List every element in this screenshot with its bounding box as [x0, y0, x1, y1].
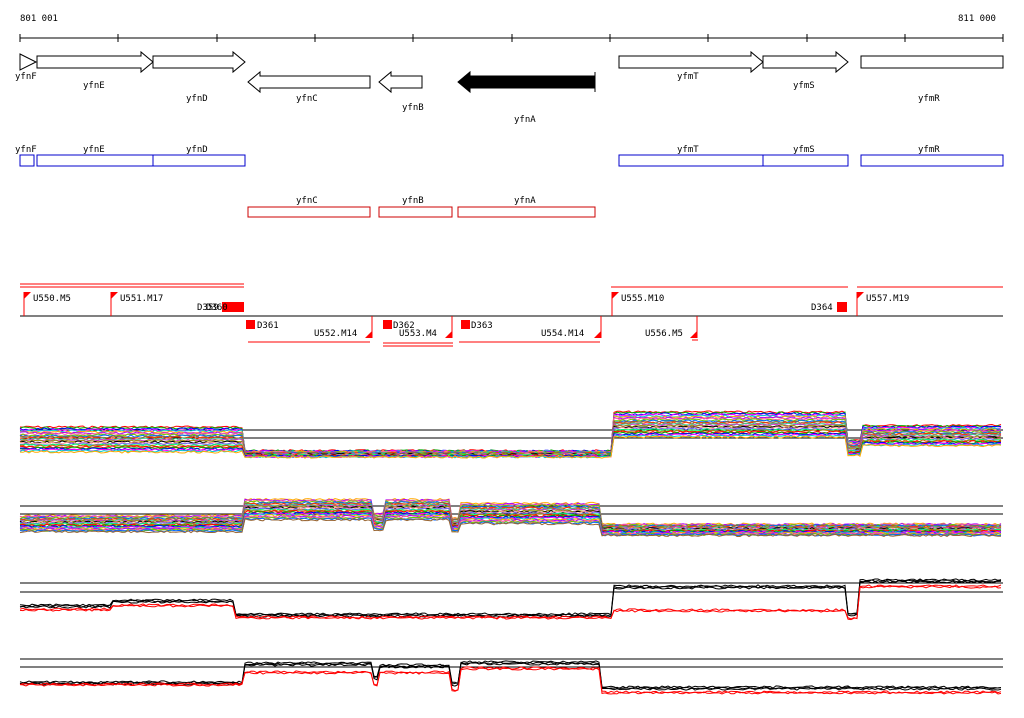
expression-trace: [19, 585, 1002, 621]
segment-label-U553: U553.M4: [399, 329, 437, 339]
segment-label-U552: U552.M14: [314, 329, 357, 339]
expression-trace: [19, 507, 1002, 532]
expression-trace: [19, 435, 1002, 459]
gene-arrow-yfnC[interactable]: [247, 70, 371, 94]
segment-label-U550: U550.M5: [33, 294, 71, 304]
gene-label-yfmT: yfmT: [677, 72, 699, 82]
expression-reference-lines: [20, 429, 1003, 668]
segment-label-U551: U551.M17: [120, 294, 163, 304]
plus-track-label-yfmS: yfmS: [793, 145, 815, 155]
gene-label-yfnF: yfnF: [15, 72, 37, 82]
expression-trace: [19, 499, 1001, 527]
gene-arrow-yfnA[interactable]: [457, 70, 596, 94]
expression-trace: [19, 516, 1002, 537]
expression-trace: [19, 660, 1002, 689]
segment-label-U556: U556.M5: [645, 329, 683, 339]
position-ruler: [19, 34, 1004, 42]
minus-track-label-yfnC: yfnC: [296, 196, 318, 206]
expression-trace: [19, 424, 1002, 457]
gene-arrow-yfmT[interactable]: [618, 50, 764, 74]
expression-trace: [19, 512, 1002, 534]
expression-trace: [19, 430, 1002, 458]
segment-label-U554: U554.M14: [541, 329, 584, 339]
gene-label-yfmS: yfmS: [793, 81, 815, 91]
expression-trace: [19, 518, 1002, 538]
minus-track-label-yfnA: yfnA: [514, 196, 536, 206]
segment-label-U555: U555.M10: [621, 294, 664, 304]
gene-arrow-yfnE[interactable]: [36, 50, 154, 74]
coord-end-label: 811 000: [958, 14, 996, 24]
gene-label-yfnD: yfnD: [186, 94, 208, 104]
plus-track-label-yfmR: yfmR: [918, 145, 940, 155]
expression-trace: [19, 514, 1002, 535]
gene-arrow-yfmR[interactable]: [860, 55, 1004, 69]
gene-label-yfnA: yfnA: [514, 115, 536, 125]
downshift-label-D363: D363: [471, 321, 493, 331]
gene-arrow-yfmS[interactable]: [762, 50, 849, 74]
gene-label-yfnC: yfnC: [296, 94, 318, 104]
segment-label-U557: U557.M19: [866, 294, 909, 304]
gene-arrow-yfnD[interactable]: [152, 50, 246, 74]
plus-strand-summary-panel: [19, 578, 1002, 621]
gene-label-yfnB: yfnB: [402, 103, 424, 113]
minus-strand-summary-panel: [19, 660, 1002, 695]
expression-trace: [19, 584, 1002, 620]
plus-track-label-yfnD: yfnD: [186, 145, 208, 155]
downshift-label-D359: D359: [197, 303, 219, 313]
expression-trace: [19, 578, 1002, 616]
expression-trace: [19, 500, 1002, 528]
minus-strand-annotation-track: [247, 206, 596, 218]
expression-trace: [19, 580, 1002, 618]
plus-track-label-yfnF: yfnF: [15, 145, 37, 155]
plus-strand-expression-panel: [19, 410, 1002, 459]
segmentation-track: U550.M5 U551.M17 U555.M10 U557.M19 U552.…: [20, 283, 1003, 347]
downshift-label-D364: D364: [811, 303, 833, 313]
expression-trace: [19, 667, 1002, 695]
gene-arrow-yfnF[interactable]: [19, 53, 38, 71]
minus-track-label-yfnB: yfnB: [402, 196, 424, 206]
plus-strand-annotation-track: [19, 154, 1004, 167]
downshift-label-D360: D360: [206, 303, 228, 313]
expression-trace: [19, 425, 1002, 457]
expression-trace: [19, 413, 1002, 454]
gene-label-yfnE: yfnE: [83, 81, 105, 91]
coord-start-label: 801 001: [20, 14, 58, 24]
minus-strand-expression-panel: [19, 497, 1002, 538]
downshift-label-D362: D362: [393, 321, 415, 331]
plus-track-label-yfnE: yfnE: [83, 145, 105, 155]
expression-trace: [19, 579, 1002, 617]
plus-track-label-yfmT: yfmT: [677, 145, 699, 155]
gene-label-yfmR: yfmR: [918, 94, 940, 104]
downshift-label-D361: D361: [257, 321, 279, 331]
gene-arrow-yfnB[interactable]: [378, 70, 423, 94]
gene-track: yfnF yfnE yfnD yfnC yfnB yfnA yfmT yfmS …: [15, 50, 1004, 125]
